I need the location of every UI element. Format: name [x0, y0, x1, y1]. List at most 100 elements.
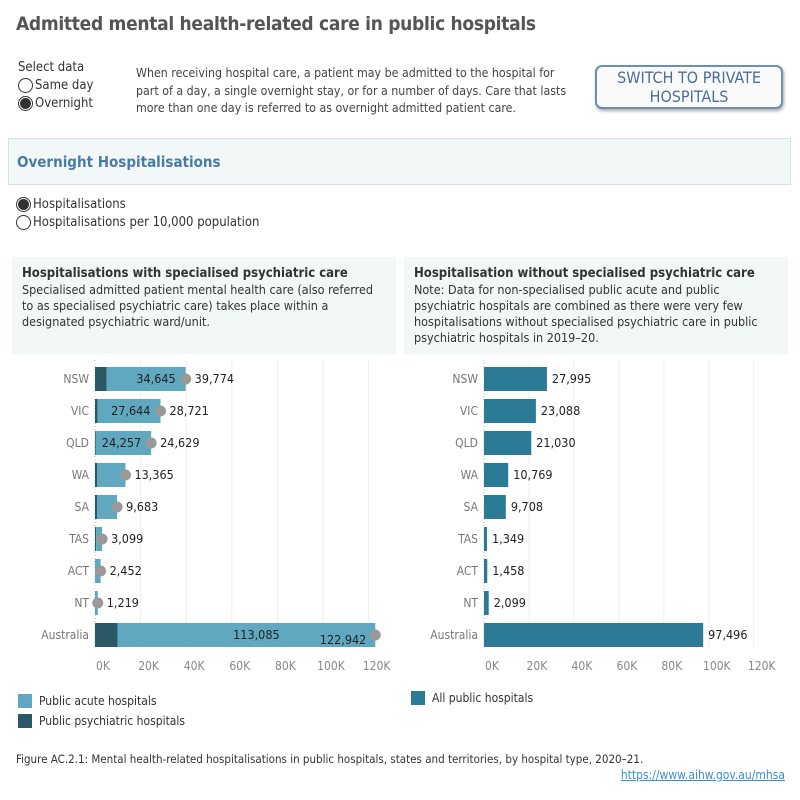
- value-label: 2,099: [494, 595, 526, 610]
- total-marker: [119, 469, 131, 481]
- legend-right: All public hospitals: [411, 691, 533, 705]
- right-panel-title: Hospitalisation without specialised psyc…: [414, 266, 755, 281]
- total-label: 13,365: [134, 467, 173, 482]
- y-tick-label: TAS: [68, 532, 89, 546]
- bar-psychiatric: [95, 623, 118, 647]
- total-marker: [92, 597, 104, 609]
- acute-label: 24,257: [102, 435, 141, 450]
- total-label: 3,099: [111, 531, 143, 546]
- y-tick-label: QLD: [66, 436, 89, 450]
- x-tick-label: 0K: [485, 659, 500, 673]
- legend-swatch: [18, 714, 32, 728]
- value-label: 1,349: [492, 531, 524, 546]
- total-marker: [154, 405, 166, 417]
- radio-icon: [16, 214, 31, 230]
- x-tick-label: 40K: [184, 659, 206, 673]
- x-tick-label: 100K: [317, 659, 346, 673]
- total-marker: [369, 629, 381, 641]
- bar-all-public: [484, 495, 506, 519]
- bar-psychiatric: [95, 431, 96, 455]
- total-marker: [145, 437, 157, 449]
- value-label: 1,458: [492, 563, 524, 578]
- intro-text: When receiving hospital care, a patient …: [136, 66, 567, 115]
- total-label: 39,774: [195, 371, 234, 386]
- chart-non-specialised: 0K 20K 40K 60K 80K 100K 120K NSW VIC QLD WA SA TAS AC…: [430, 360, 777, 673]
- total-label: 28,721: [169, 403, 208, 418]
- acute-label: 113,085: [233, 627, 280, 642]
- y-tick-label: VIC: [71, 404, 89, 418]
- select-data-label: Select data: [18, 60, 85, 75]
- bar-acute: [117, 623, 376, 647]
- value-label: 21,030: [536, 435, 575, 450]
- total-label: 24,629: [160, 435, 199, 450]
- bar-all-public: [484, 367, 547, 391]
- legend-label: Public psychiatric hospitals: [39, 714, 186, 728]
- total-label: 9,683: [126, 499, 158, 514]
- total-marker: [96, 533, 108, 545]
- left-panel-text: Specialised admitted patient mental heal…: [22, 282, 374, 329]
- legend-left: Public acute hospitals Public psychiatri…: [18, 694, 185, 728]
- bar-all-public: [484, 431, 532, 455]
- total-marker: [95, 565, 107, 577]
- x-tick-label: 60K: [229, 659, 251, 673]
- y-tick-label: NT: [463, 596, 478, 610]
- y-tick-label: ACT: [68, 564, 90, 578]
- total-label: 2,452: [110, 563, 142, 578]
- x-tick-label: 120K: [363, 659, 392, 673]
- y-tick-label: SA: [75, 500, 90, 514]
- y-tick-label: NT: [74, 596, 89, 610]
- bar-all-public: [484, 559, 488, 583]
- legend-swatch: [411, 691, 425, 705]
- y-tick-label: VIC: [460, 404, 478, 418]
- radio-icon: [18, 77, 33, 93]
- bar-all-public: [484, 623, 704, 647]
- bar-all-public: [484, 399, 536, 423]
- select-data-group: Select data Same day Overnight: [18, 60, 93, 112]
- y-tick-label: QLD: [455, 436, 478, 450]
- y-tick-label: NSW: [452, 372, 478, 386]
- bar-psychiatric: [95, 463, 98, 487]
- x-tick-label: 0K: [96, 659, 111, 673]
- x-tick-label: 20K: [138, 659, 160, 673]
- y-tick-label: Australia: [41, 628, 89, 642]
- section-title: Overnight Hospitalisations: [17, 153, 221, 171]
- x-tick-label: 100K: [703, 659, 732, 673]
- switch-to-private-button[interactable]: SWITCH TO PRIVATE HOSPITALS: [595, 65, 783, 109]
- acute-label: 27,644: [111, 403, 150, 418]
- total-marker: [111, 501, 123, 513]
- x-tick-label: 20K: [527, 659, 549, 673]
- y-tick-label: NSW: [63, 372, 89, 386]
- y-tick-label: WA: [461, 468, 479, 482]
- x-tick-label: 80K: [275, 659, 297, 673]
- x-tick-label: 60K: [616, 659, 638, 673]
- legend-item: All public hospitals: [411, 691, 533, 705]
- left-panel: Hospitalisations with specialised psychi…: [12, 257, 396, 354]
- y-tick-label: ACT: [457, 564, 479, 578]
- y-tick-label: Australia: [430, 628, 478, 642]
- bar-acute: [97, 495, 118, 519]
- total-label: 1,219: [107, 595, 139, 610]
- radio-hospitalisations[interactable]: Hospitalisations: [16, 195, 259, 213]
- radio-selected-icon: [18, 95, 33, 111]
- right-panel: Hospitalisation without specialised psyc…: [404, 257, 788, 354]
- total-label: 122,942: [320, 632, 367, 647]
- source-link[interactable]: https://www.aihw.gov.au/mhsa: [620, 768, 785, 782]
- x-tick-label: 120K: [748, 659, 777, 673]
- bar-all-public: [484, 463, 509, 487]
- radio-label: Hospitalisations per 10,000 population: [33, 214, 260, 230]
- bar-acute: [97, 399, 161, 423]
- bar-all-public: [484, 527, 488, 551]
- acute-label: 34,645: [136, 371, 175, 386]
- value-label: 27,995: [552, 371, 591, 386]
- radio-overnight[interactable]: Overnight: [18, 94, 93, 112]
- value-label: 97,496: [708, 627, 747, 642]
- value-label: 23,088: [541, 403, 580, 418]
- radio-label: Same day: [35, 77, 94, 93]
- value-label: 9,708: [511, 499, 543, 514]
- radio-same-day[interactable]: Same day: [18, 76, 93, 94]
- total-marker: [180, 373, 192, 385]
- right-panel-text: Note: Data for non-specialised public ac…: [414, 282, 758, 345]
- y-tick-label: TAS: [457, 532, 478, 546]
- radio-per-10000[interactable]: Hospitalisations per 10,000 population: [16, 213, 259, 231]
- bar-psychiatric: [95, 527, 97, 551]
